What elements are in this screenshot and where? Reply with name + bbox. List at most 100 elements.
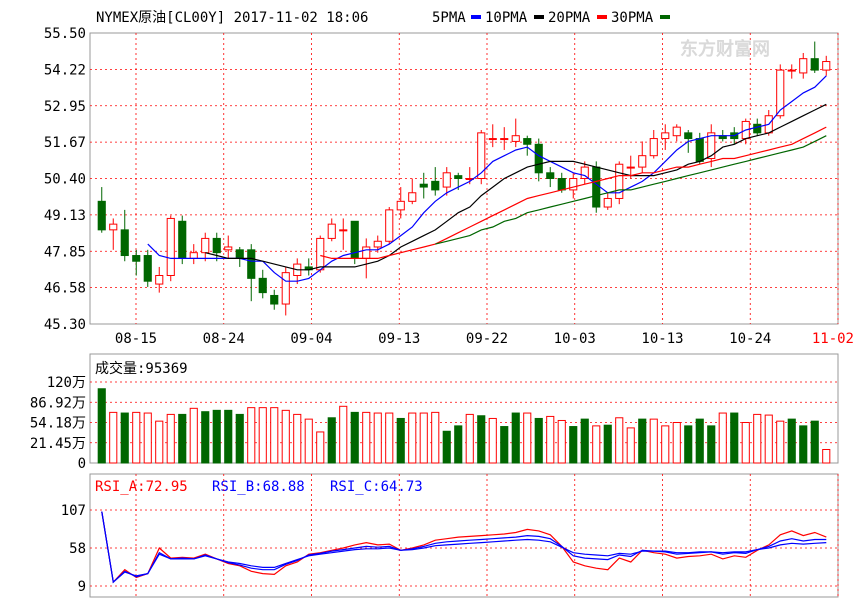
candle-down bbox=[557, 178, 566, 191]
candle-down bbox=[454, 175, 463, 180]
volume-bar bbox=[212, 409, 221, 464]
price-xtick-label: 10-13 bbox=[641, 331, 683, 347]
volume-bar bbox=[258, 407, 267, 464]
legend-20pma-label: 20PMA bbox=[548, 10, 591, 26]
volume-bar bbox=[385, 412, 394, 464]
rsi-panel: RSI_A:72.95 RSI_B:68.88 RSI_C:64.73 107 5… bbox=[61, 473, 839, 598]
candle-down bbox=[212, 237, 221, 254]
candles bbox=[97, 41, 831, 316]
volume-ytick-label: 54.18万 bbox=[30, 416, 86, 432]
ma30-line bbox=[435, 135, 827, 245]
volume-bar bbox=[534, 417, 543, 464]
volume-ytick-label: 120万 bbox=[47, 375, 86, 391]
candle-up bbox=[500, 138, 509, 141]
volume-bar bbox=[477, 415, 486, 464]
volume-bar bbox=[649, 418, 658, 464]
volume-bar bbox=[431, 411, 440, 464]
candle-down bbox=[523, 138, 532, 145]
volume-bar bbox=[661, 425, 670, 464]
candle-up bbox=[649, 138, 658, 157]
ma10-line bbox=[205, 103, 827, 271]
volume-bar bbox=[638, 418, 647, 464]
volume-bar bbox=[189, 407, 198, 464]
volume-bar bbox=[155, 420, 164, 464]
price-ytick-label: 45.30 bbox=[44, 317, 86, 333]
price-xtick-label: 08-15 bbox=[115, 331, 157, 347]
candle-up bbox=[569, 178, 578, 191]
volume-bar bbox=[672, 422, 681, 464]
price-xtick-label: 09-13 bbox=[378, 331, 420, 347]
volume-bar bbox=[270, 407, 279, 464]
candle-down bbox=[143, 255, 152, 282]
volume-ytick-label: 86.92万 bbox=[30, 395, 86, 411]
legend-20pma-swatch bbox=[597, 15, 607, 19]
candle-up bbox=[339, 229, 348, 232]
volume-bar bbox=[396, 417, 405, 464]
candle-down bbox=[178, 220, 187, 259]
volume-bar bbox=[569, 426, 578, 464]
volume-bar bbox=[339, 405, 348, 464]
candle-up bbox=[638, 155, 647, 168]
volume-bar bbox=[442, 430, 451, 464]
volume-bar bbox=[776, 420, 785, 464]
price-xtick-label: 10-03 bbox=[554, 331, 596, 347]
volume-bar bbox=[201, 411, 210, 464]
candle-down bbox=[419, 183, 428, 188]
candle-down bbox=[684, 132, 693, 140]
rsi-series-rsi-c bbox=[101, 511, 827, 584]
volume-bar bbox=[810, 420, 819, 464]
candle-up bbox=[799, 58, 808, 74]
volume-bar bbox=[362, 411, 371, 464]
rsi-grid bbox=[90, 474, 839, 597]
candle-up bbox=[661, 132, 670, 140]
candle-up bbox=[408, 192, 417, 202]
rsi-a-label: RSI_A:72.95 bbox=[95, 479, 188, 495]
candle-up bbox=[442, 172, 451, 188]
volume-bar bbox=[247, 407, 256, 464]
volume-bar bbox=[166, 413, 175, 464]
volume-bar bbox=[546, 415, 555, 464]
chart-title: NYMEX原油[CL00Y] 2017-11-02 18:06 bbox=[96, 10, 368, 26]
candle-up bbox=[396, 200, 405, 211]
candle-down bbox=[695, 138, 704, 162]
volume-bar bbox=[465, 413, 474, 464]
legend-10pma-label: 10PMA bbox=[485, 10, 528, 26]
volume-bar bbox=[500, 426, 509, 464]
volume-ytick-label: 21.45万 bbox=[30, 436, 86, 452]
candle-down bbox=[546, 172, 555, 179]
price-ytick-label: 46.58 bbox=[44, 281, 86, 297]
price-ytick-label: 52.95 bbox=[44, 99, 86, 115]
price-xtick-label: 11-02 bbox=[812, 331, 854, 347]
price-xtick-label: 10-24 bbox=[729, 331, 771, 347]
price-x-axis: 08-15 08-24 09-04 09-13 09-22 10-03 10-13 10-24… bbox=[115, 331, 854, 347]
rsi-y-axis: 107 58 9 bbox=[61, 503, 86, 595]
candle-up bbox=[201, 237, 210, 254]
volume-bar bbox=[281, 409, 290, 464]
volume-bar bbox=[373, 412, 382, 464]
candle-down bbox=[753, 123, 762, 134]
volume-bar bbox=[741, 422, 750, 464]
volume-bar bbox=[764, 414, 773, 464]
legend-10pma-swatch bbox=[534, 15, 544, 19]
candle-down bbox=[247, 249, 256, 279]
candle-up bbox=[327, 223, 336, 239]
volume-panel-frame bbox=[89, 353, 839, 464]
volume-bar bbox=[454, 425, 463, 464]
rsi-series-rsi-b bbox=[101, 511, 827, 584]
candle-up bbox=[776, 69, 785, 117]
volume-bar bbox=[707, 425, 716, 464]
candle-down bbox=[431, 180, 440, 191]
price-xtick-label: 09-22 bbox=[466, 331, 508, 347]
legend-5pma-label: 5PMA bbox=[432, 10, 466, 26]
volume-bar bbox=[488, 417, 497, 464]
legend-30pma-swatch bbox=[660, 15, 670, 19]
rsi-c-label: RSI_C:64.73 bbox=[330, 479, 423, 495]
volume-bar bbox=[787, 418, 796, 464]
price-y-axis: 55.50 54.22 52.95 51.67 50.40 49.13 47.85 46.58… bbox=[44, 26, 86, 333]
volume-bar bbox=[557, 419, 566, 464]
candle-up bbox=[626, 166, 635, 169]
candle-down bbox=[132, 255, 141, 262]
candle-down bbox=[97, 200, 106, 231]
candle-up bbox=[281, 272, 290, 305]
volume-bar bbox=[730, 412, 739, 464]
